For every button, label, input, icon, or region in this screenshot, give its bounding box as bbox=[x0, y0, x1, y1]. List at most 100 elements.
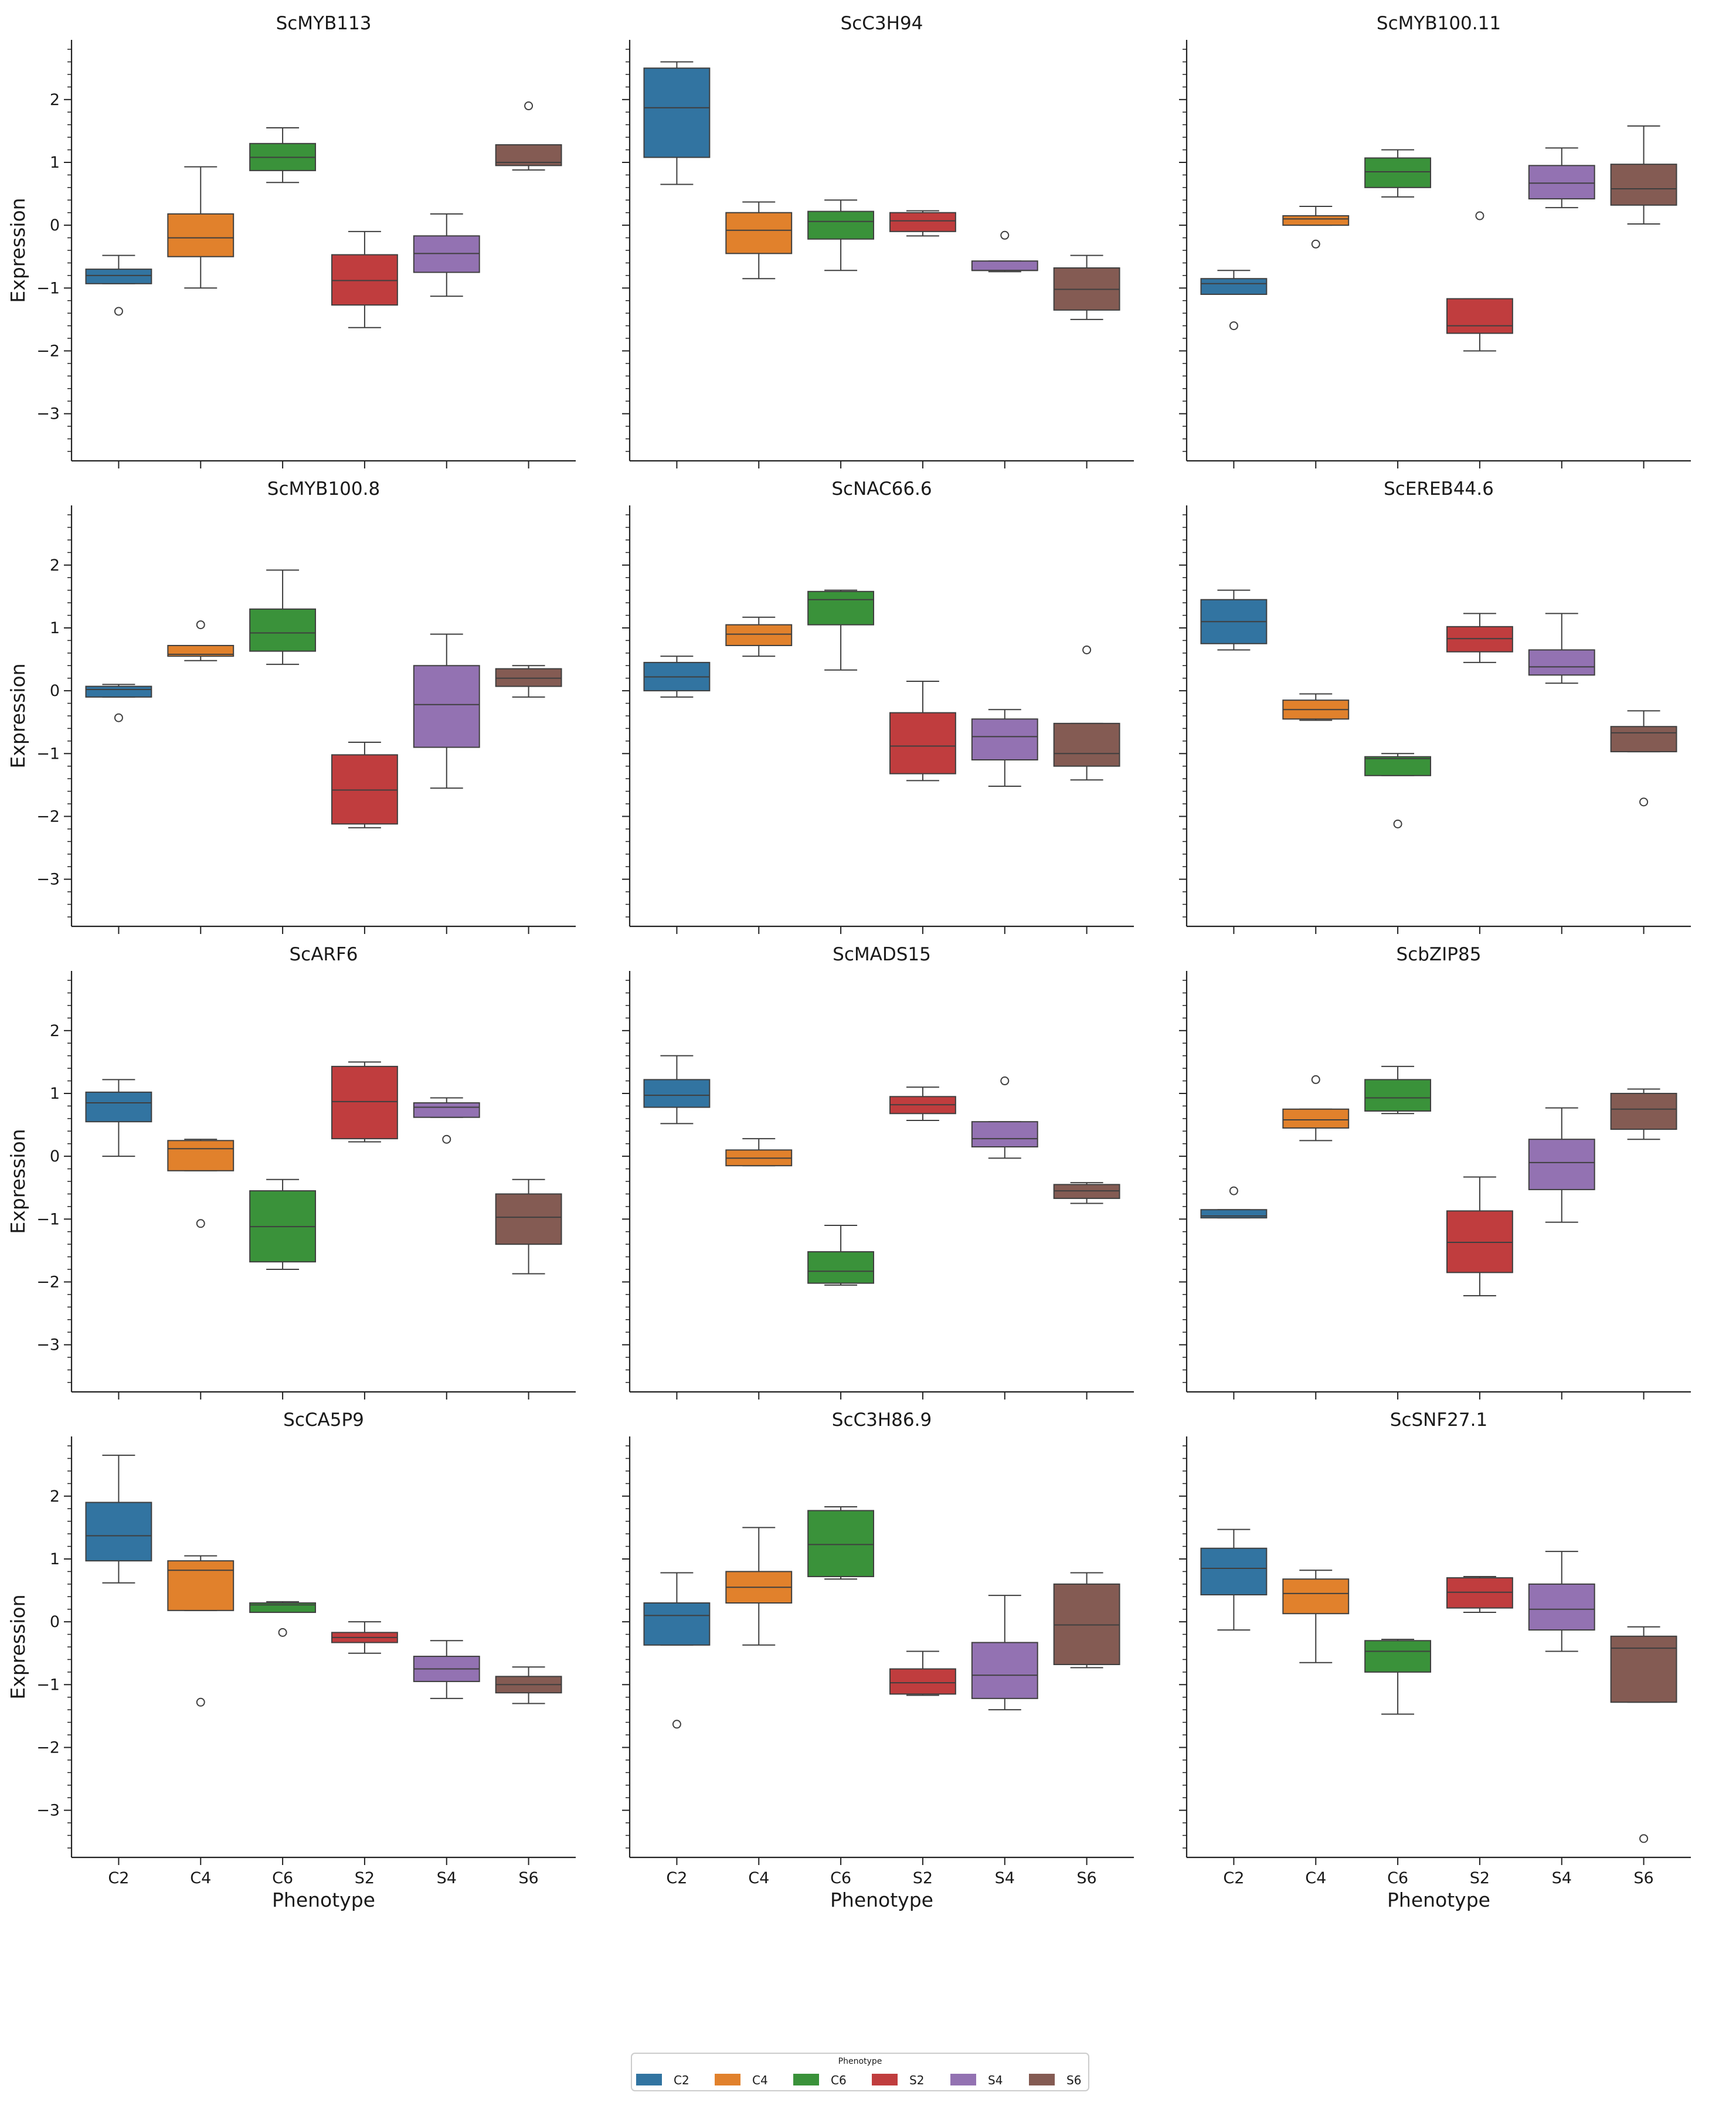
box-S4 bbox=[413, 633, 480, 789]
box-S6 bbox=[1610, 1088, 1677, 1140]
outlier-point bbox=[442, 1134, 451, 1144]
box-C4 bbox=[725, 201, 793, 280]
legend-swatch bbox=[715, 2074, 740, 2085]
outlier-point bbox=[1393, 819, 1402, 828]
box-body bbox=[971, 1121, 1038, 1148]
box-S2 bbox=[889, 681, 956, 782]
box-body bbox=[167, 1560, 235, 1611]
outlier-point bbox=[196, 620, 205, 630]
box-C2 bbox=[85, 254, 152, 316]
box-body bbox=[643, 1079, 711, 1108]
y-tick-label: −3 bbox=[36, 1802, 60, 1820]
box-C2 bbox=[85, 1079, 152, 1157]
box-C6 bbox=[1364, 149, 1432, 198]
box-C2 bbox=[643, 61, 711, 185]
box-S2 bbox=[331, 1621, 398, 1654]
box-S2 bbox=[331, 1061, 398, 1143]
legend-swatch bbox=[636, 2074, 662, 2085]
legend-label: C2 bbox=[674, 2073, 689, 2087]
y-tick-label: 1 bbox=[50, 1085, 60, 1103]
x-tick-label: S6 bbox=[1076, 1869, 1096, 1887]
box-body bbox=[1528, 165, 1595, 200]
panel-title: ScMYB113 bbox=[276, 13, 372, 34]
box-body bbox=[807, 1251, 875, 1284]
box-C6 bbox=[249, 569, 317, 665]
outlier-point bbox=[1229, 321, 1238, 331]
box-body bbox=[971, 260, 1038, 271]
y-tick-label: −3 bbox=[36, 1336, 60, 1354]
panel-title: ScCA5P9 bbox=[283, 1409, 364, 1431]
box-C4 bbox=[167, 1555, 235, 1707]
x-tick-label: S2 bbox=[913, 1869, 933, 1887]
box-S4 bbox=[413, 1097, 480, 1144]
box-body bbox=[85, 1091, 152, 1123]
y-tick-label: −3 bbox=[36, 405, 60, 423]
panel-title: ScC3H86.9 bbox=[832, 1409, 932, 1431]
box-body bbox=[413, 665, 480, 748]
outlier-point bbox=[1475, 211, 1484, 220]
box-S6 bbox=[1053, 1182, 1120, 1204]
x-tick-label: C6 bbox=[830, 1869, 851, 1887]
box-body bbox=[1364, 1079, 1432, 1112]
x-axis-label: Phenotype bbox=[272, 1888, 375, 1911]
box-C2 bbox=[643, 1055, 711, 1125]
box-body bbox=[1610, 726, 1677, 753]
box-S4 bbox=[971, 1595, 1038, 1711]
legend-entry-S2: S2 bbox=[872, 2073, 924, 2087]
panel-title: ScC3H94 bbox=[841, 13, 923, 34]
panel-title: ScMYB100.11 bbox=[1377, 13, 1501, 34]
box-body bbox=[725, 624, 793, 646]
legend-swatch bbox=[1029, 2074, 1055, 2085]
legend-entry-S6: S6 bbox=[1029, 2073, 1081, 2087]
box-C6 bbox=[807, 1225, 875, 1286]
box-C4 bbox=[1282, 1570, 1350, 1663]
panel-title: ScARF6 bbox=[289, 944, 358, 965]
x-tick-label: S2 bbox=[1470, 1869, 1490, 1887]
box-C2 bbox=[1200, 270, 1268, 331]
box-C6 bbox=[807, 199, 875, 271]
panel-title: ScSNF27.1 bbox=[1390, 1409, 1487, 1431]
y-axis-label: Expression bbox=[6, 663, 29, 768]
box-S2 bbox=[889, 210, 956, 237]
box-body bbox=[1528, 1583, 1595, 1631]
box-S4 bbox=[1528, 1107, 1595, 1223]
box-S4 bbox=[413, 213, 480, 297]
box-S2 bbox=[1446, 1176, 1513, 1297]
panel-ScEREB44.6: ScEREB44.6 bbox=[1179, 478, 1691, 934]
box-S6 bbox=[495, 1666, 562, 1704]
box-body bbox=[1282, 1108, 1350, 1129]
box-body bbox=[1200, 1209, 1268, 1219]
box-body bbox=[1528, 1139, 1595, 1190]
box-body bbox=[167, 644, 235, 657]
box-body bbox=[1200, 278, 1268, 295]
box-body bbox=[807, 210, 875, 240]
outlier-point bbox=[196, 1219, 205, 1228]
box-S2 bbox=[1446, 1575, 1513, 1614]
legend-entry-C2: C2 bbox=[636, 2073, 689, 2087]
box-body bbox=[85, 685, 152, 698]
outlier-point bbox=[1311, 239, 1320, 249]
legend-label: C4 bbox=[752, 2073, 768, 2087]
outlier-point bbox=[1311, 1075, 1320, 1084]
box-body bbox=[1200, 1547, 1268, 1596]
y-tick-label: −1 bbox=[36, 745, 60, 763]
box-C6 bbox=[249, 1601, 317, 1637]
box-body bbox=[1528, 649, 1595, 676]
outlier-point bbox=[114, 307, 123, 316]
box-body bbox=[807, 590, 875, 626]
y-tick-label: 0 bbox=[50, 1147, 60, 1166]
panel-title: ScMADS15 bbox=[833, 944, 931, 965]
box-body bbox=[413, 235, 480, 273]
y-axis-label: Expression bbox=[6, 1129, 29, 1234]
legend-swatch bbox=[793, 2074, 819, 2085]
x-tick-label: C6 bbox=[1387, 1869, 1408, 1887]
box-S6 bbox=[1610, 710, 1677, 807]
outlier-point bbox=[1639, 797, 1649, 807]
box-body bbox=[1446, 1210, 1513, 1273]
y-tick-label: 0 bbox=[50, 1613, 60, 1631]
box-body bbox=[249, 608, 317, 652]
x-tick-label: C6 bbox=[272, 1869, 293, 1887]
box-S2 bbox=[889, 1650, 956, 1696]
panel-ScMYB100.11: ScMYB100.11 bbox=[1179, 13, 1691, 468]
box-C2 bbox=[85, 1455, 152, 1584]
